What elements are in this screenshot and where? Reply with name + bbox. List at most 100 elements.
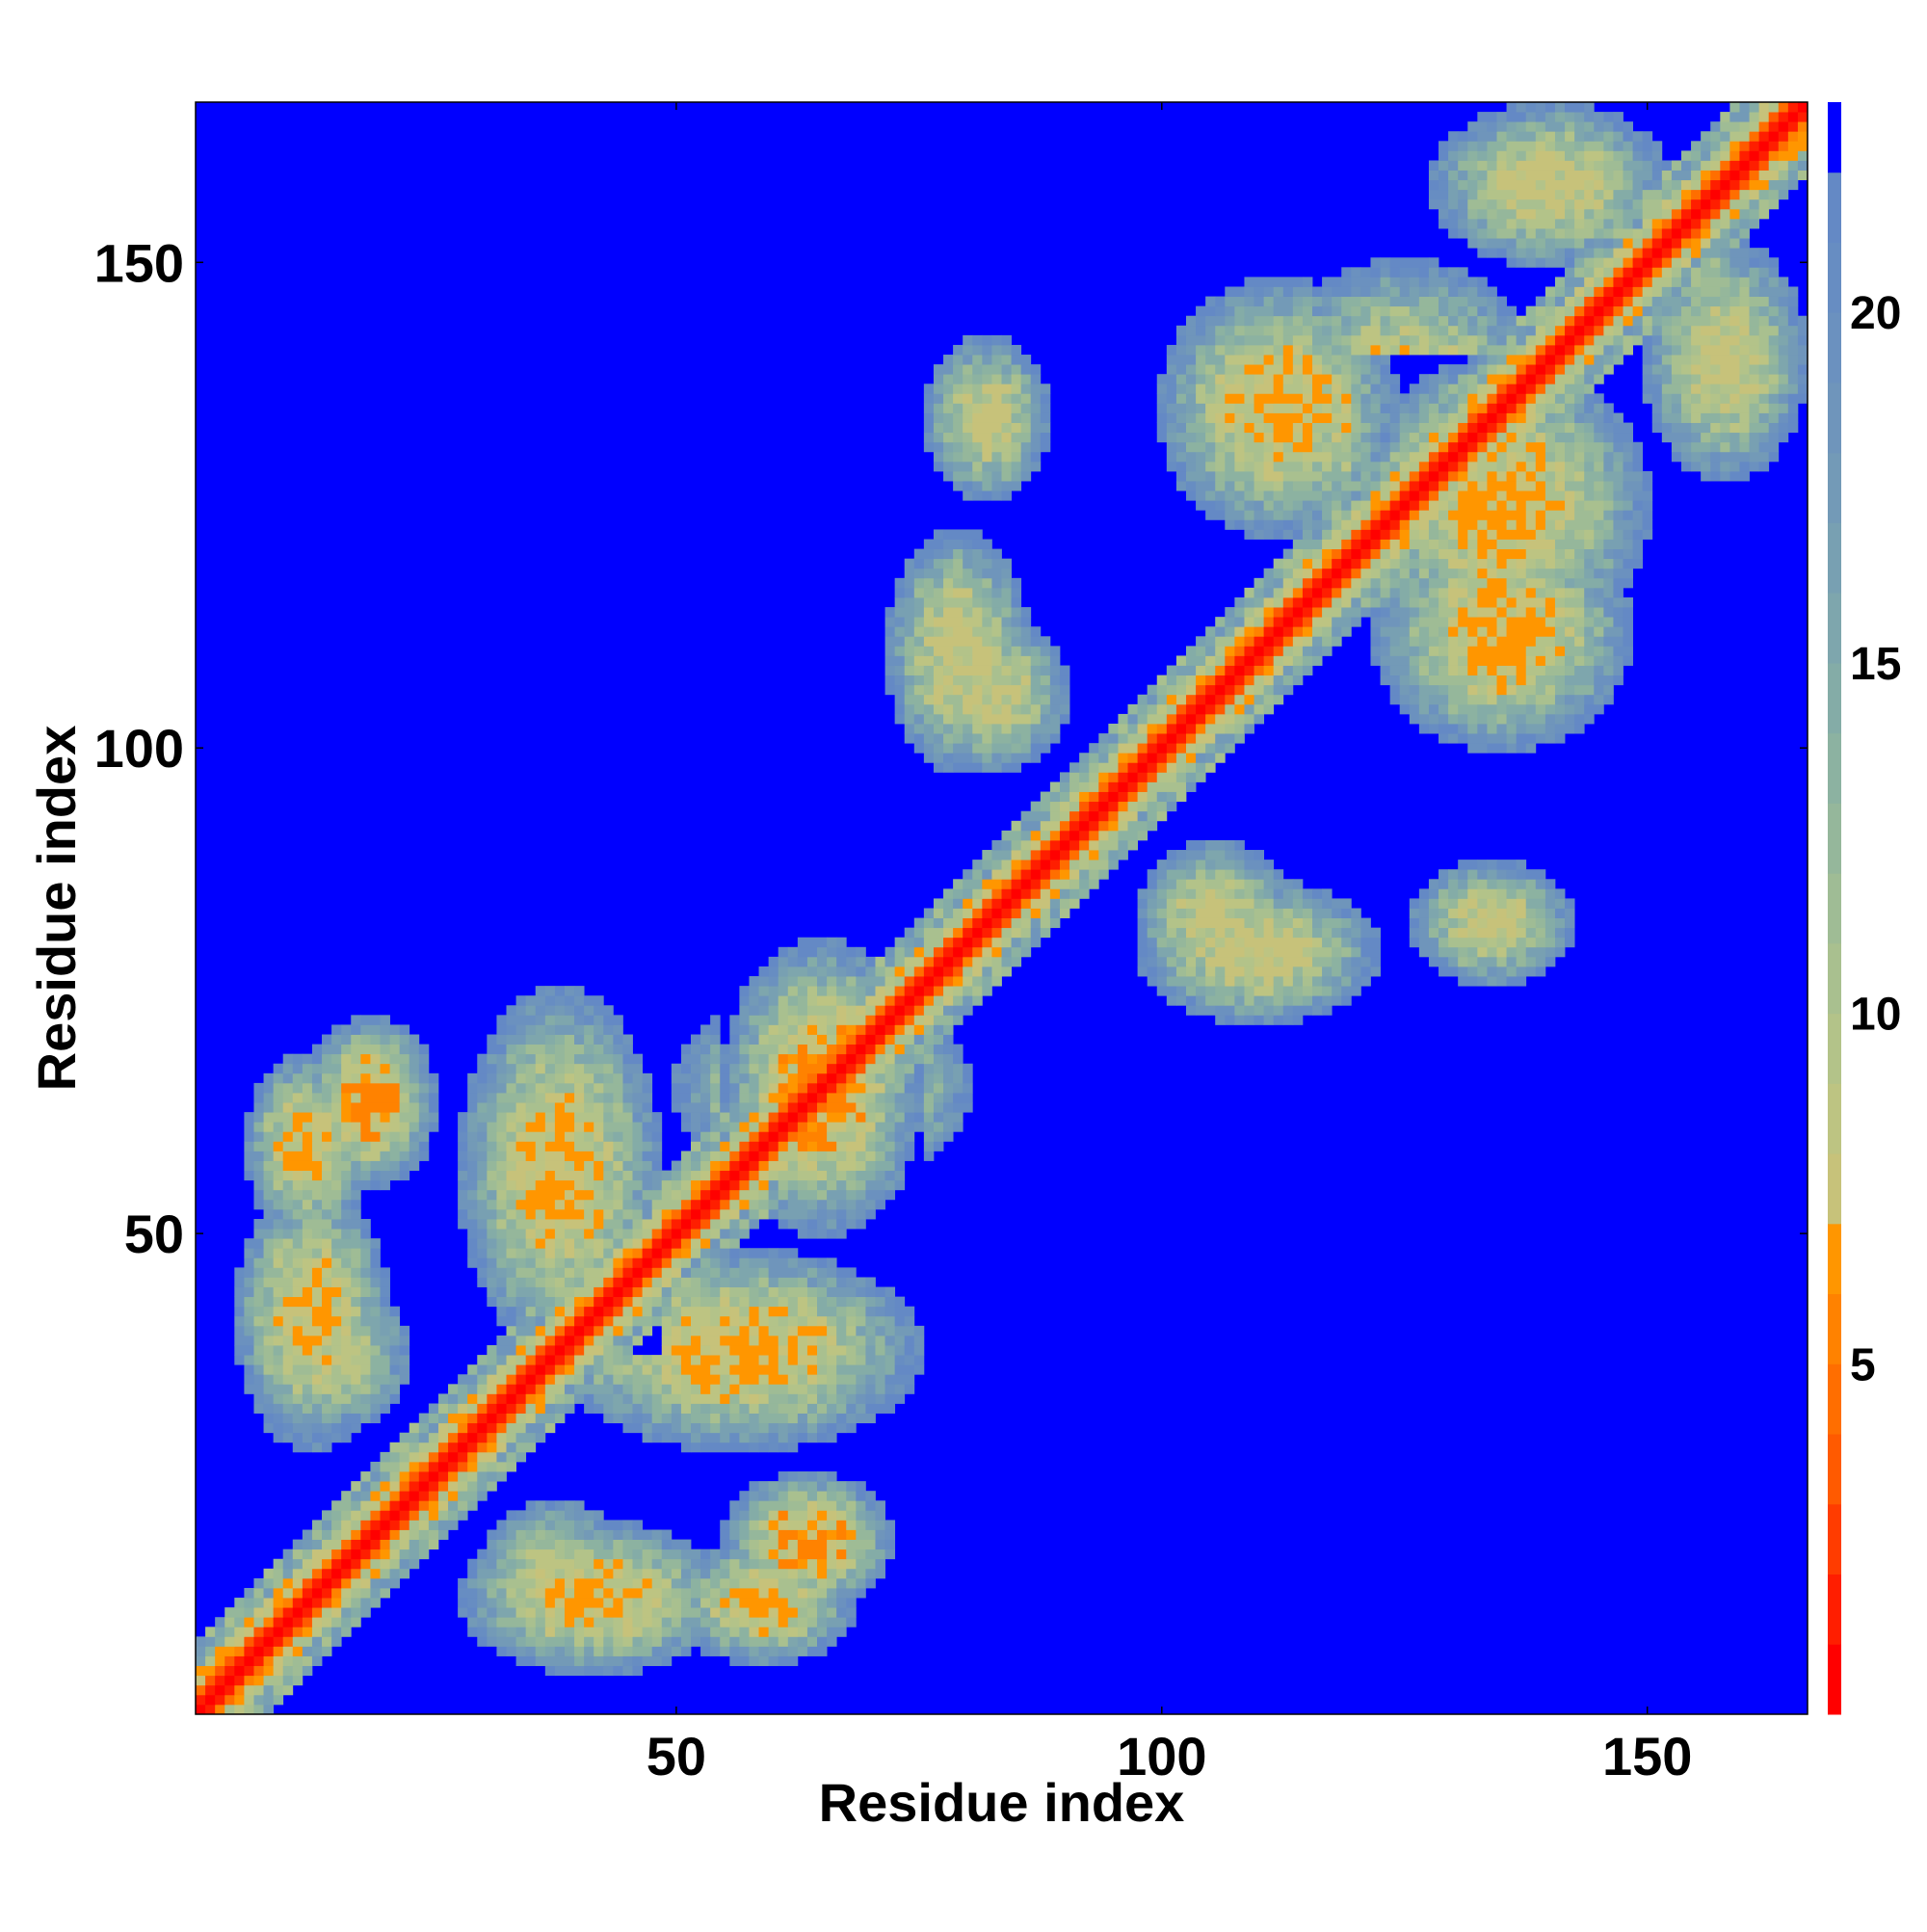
- heatmap-cell-run: [923, 743, 935, 754]
- heatmap-cell-run: [253, 1345, 264, 1356]
- heatmap-cell-run: [1234, 976, 1245, 987]
- heatmap-cell-run: [768, 1384, 789, 1394]
- heatmap-cell-run: [341, 1598, 352, 1608]
- heatmap-cell-run: [1525, 675, 1537, 686]
- heatmap-cell-run: [729, 1208, 740, 1220]
- heatmap-cell-run: [458, 1131, 468, 1142]
- heatmap-cell-run: [778, 1296, 789, 1308]
- heatmap-cell-run: [632, 1102, 643, 1113]
- heatmap-cell-run: [594, 1248, 604, 1258]
- heatmap-cell-run: [768, 1072, 779, 1084]
- heatmap-cell-run: [311, 1112, 332, 1123]
- heatmap-cell-run: [273, 1102, 284, 1113]
- heatmap-cell-run: [1370, 577, 1381, 589]
- heatmap-cell-run: [584, 1296, 594, 1308]
- heatmap-cell-run: [263, 1607, 275, 1618]
- heatmap-cell-run: [1448, 626, 1459, 637]
- heatmap-cell-run: [341, 1432, 352, 1443]
- heatmap-cell-run: [360, 1160, 371, 1172]
- heatmap-cell-run: [380, 1122, 390, 1132]
- heatmap-cell-run: [544, 1384, 566, 1394]
- heatmap-cell-run: [953, 1044, 964, 1055]
- heatmap-cell-run: [923, 1122, 935, 1132]
- heatmap-cell-run: [554, 1131, 566, 1142]
- heatmap-cell-run: [1380, 675, 1401, 686]
- heatmap-cell-run: [535, 1286, 546, 1298]
- heatmap-cell-run: [399, 1520, 410, 1530]
- heatmap-cell-run: [1215, 646, 1226, 656]
- heatmap-cell-run: [253, 1170, 264, 1181]
- heatmap-cell-run: [1448, 888, 1459, 899]
- heatmap-cell-run: [1477, 596, 1497, 608]
- heatmap-cell-run: [584, 1568, 594, 1579]
- heatmap-cell-run: [846, 1510, 857, 1521]
- heatmap-cell-run: [710, 1024, 721, 1035]
- heatmap-cell-run: [972, 568, 983, 579]
- heatmap-cell-run: [642, 1548, 653, 1560]
- heatmap-cell-run: [749, 1034, 759, 1045]
- heatmap-cell-run: [244, 1598, 254, 1608]
- heatmap-cell-run: [884, 1374, 915, 1385]
- heatmap-cell-run: [1312, 946, 1333, 958]
- heatmap-cell-run: [806, 995, 818, 1006]
- heatmap-cell-run: [797, 995, 808, 1006]
- heatmap-cell-run: [1030, 860, 1042, 870]
- heatmap-cell-run: [1312, 908, 1333, 918]
- heatmap-cell-run: [856, 1199, 866, 1210]
- heatmap-cell-run: [806, 1257, 818, 1268]
- heatmap-cell-run: [263, 1413, 275, 1424]
- heatmap-cell-run: [360, 1131, 381, 1142]
- heatmap-cell-run: [544, 1072, 556, 1084]
- heatmap-cell-run: [797, 956, 808, 967]
- heatmap-cell-run: [836, 1315, 847, 1327]
- heatmap-cell-run: [467, 1393, 478, 1404]
- heatmap-cell-run: [778, 1141, 789, 1151]
- heatmap-cell-run: [827, 1131, 837, 1142]
- heatmap-cell-run: [467, 1072, 478, 1084]
- heatmap-cell-run: [564, 1325, 575, 1337]
- heatmap-cell-run: [1254, 1015, 1265, 1025]
- heatmap-cell-run: [224, 1617, 235, 1628]
- heatmap-cell-run: [690, 1393, 721, 1404]
- heatmap-cell-run: [710, 1384, 721, 1394]
- heatmap-cell-run: [1623, 655, 1633, 666]
- heatmap-cell-run: [535, 1306, 546, 1317]
- heatmap-cell-run: [632, 1577, 643, 1589]
- heatmap-cell-run: [729, 1034, 740, 1045]
- heatmap-cell-run: [1263, 946, 1275, 958]
- heatmap-cell-run: [341, 1403, 352, 1414]
- heatmap-cell-run: [720, 1044, 730, 1055]
- heatmap-cell-run: [1516, 743, 1527, 754]
- heatmap-cell-run: [797, 1122, 808, 1132]
- heatmap-cell-run: [603, 1189, 614, 1201]
- heatmap-cell-run: [380, 1286, 390, 1298]
- heatmap-cell-run: [1196, 860, 1206, 870]
- heatmap-cell-run: [632, 1277, 643, 1287]
- heatmap-cell-run: [884, 1005, 896, 1016]
- heatmap-cell-run: [749, 1627, 759, 1637]
- heatmap-cell-run: [1292, 665, 1304, 676]
- heatmap-cell-run: [1079, 820, 1090, 832]
- heatmap-cell-run: [515, 1510, 527, 1521]
- heatmap-cell-run: [1282, 607, 1294, 618]
- heatmap-cell-run: [933, 976, 944, 987]
- heatmap-cell-run: [836, 986, 857, 996]
- heatmap-cell-run: [477, 1393, 488, 1404]
- heatmap-cell-run: [331, 1072, 342, 1084]
- heatmap-cell-run: [1234, 839, 1245, 851]
- heatmap-cell-run: [836, 1306, 847, 1317]
- heatmap-cell-run: [224, 1665, 235, 1677]
- heatmap-cell-run: [797, 976, 818, 987]
- heatmap-cell-run: [1244, 655, 1254, 666]
- heatmap-cell-run: [972, 743, 992, 754]
- heatmap-cell-run: [749, 1539, 759, 1550]
- heatmap-cell-run: [1467, 956, 1478, 967]
- heatmap-cell-run: [525, 1005, 537, 1016]
- heatmap-cell-run: [1351, 917, 1361, 929]
- heatmap-cell-run: [525, 1598, 537, 1608]
- heatmap-cell-run: [1302, 646, 1313, 656]
- heatmap-cell-run: [515, 1345, 527, 1356]
- heatmap-cell-run: [564, 1229, 585, 1239]
- heatmap-cell-run: [205, 1694, 216, 1706]
- heatmap-cell-run: [1341, 626, 1352, 637]
